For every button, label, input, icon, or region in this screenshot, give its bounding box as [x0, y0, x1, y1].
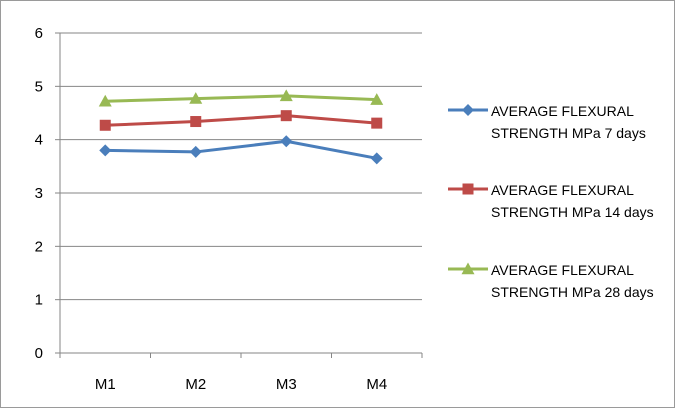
y-tick-label-2: 2	[35, 238, 43, 255]
grid-lines	[60, 32, 422, 301]
axes	[55, 32, 423, 358]
series-line-7-days	[105, 139, 378, 160]
point-14-days-m3	[280, 110, 292, 122]
legend-marker-14-days	[462, 183, 474, 195]
series-14-days	[99, 110, 383, 131]
point-14-days-m2	[190, 116, 202, 128]
y-tick-labels: 0 1 2 3 4 5 6	[35, 25, 43, 362]
point-7-days-m3	[280, 135, 293, 148]
point-7-days-m1	[99, 144, 112, 157]
legend-swatch-7-days	[448, 104, 488, 116]
point-28-days-m1	[98, 94, 112, 107]
x-tick-label-m3: M3	[276, 376, 297, 393]
legend-label-14-days: AVERAGE FLEXURAL STRENGTH MPa 14 days	[491, 182, 654, 220]
point-14-days-m4	[371, 117, 383, 129]
y-tick-label-6: 6	[35, 25, 43, 42]
point-14-days-m1	[99, 119, 111, 131]
y-tick-label-3: 3	[35, 185, 43, 202]
series-line-14-days	[105, 114, 377, 127]
legend-swatch-14-days	[448, 183, 488, 195]
legend: AVERAGE FLEXURAL STRENGTH MPa 7 days AVE…	[447, 1, 673, 407]
legend-label-28-days: AVERAGE FLEXURAL STRENGTH MPa 28 days	[491, 262, 654, 300]
y-tick-label-5: 5	[35, 78, 43, 95]
point-28-days-m2	[189, 92, 203, 104]
series-7-days	[99, 135, 383, 165]
series-28-days	[98, 89, 384, 107]
legend-swatch-28-days	[448, 262, 488, 275]
y-tick-label-0: 0	[35, 345, 43, 362]
x-tick-labels: M1 M2 M3 M4	[95, 376, 387, 393]
point-7-days-m4	[370, 152, 383, 165]
legend-marker-28-days	[461, 262, 475, 275]
x-tick-label-m4: M4	[366, 376, 387, 393]
series-line-28-days	[105, 94, 377, 103]
x-tick-label-m2: M2	[185, 376, 206, 393]
legend-label-7-days: AVERAGE FLEXURAL STRENGTH MPa 7 days	[491, 103, 646, 141]
point-7-days-m2	[189, 145, 202, 158]
y-tick-label-4: 4	[35, 132, 43, 149]
x-tick-label-m1: M1	[95, 376, 116, 393]
y-tick-label-1: 1	[35, 292, 43, 309]
series-lines	[98, 89, 384, 165]
point-28-days-m4	[370, 93, 384, 105]
point-28-days-m3	[279, 89, 293, 102]
legend-marker-7-days	[462, 104, 474, 116]
